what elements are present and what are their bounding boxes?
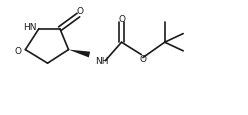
Text: O: O (118, 14, 125, 23)
Text: O: O (76, 7, 83, 16)
Text: HN: HN (23, 22, 36, 31)
Text: O: O (15, 47, 22, 56)
Text: O: O (139, 55, 147, 64)
Text: NH: NH (95, 57, 108, 66)
Polygon shape (68, 50, 90, 58)
